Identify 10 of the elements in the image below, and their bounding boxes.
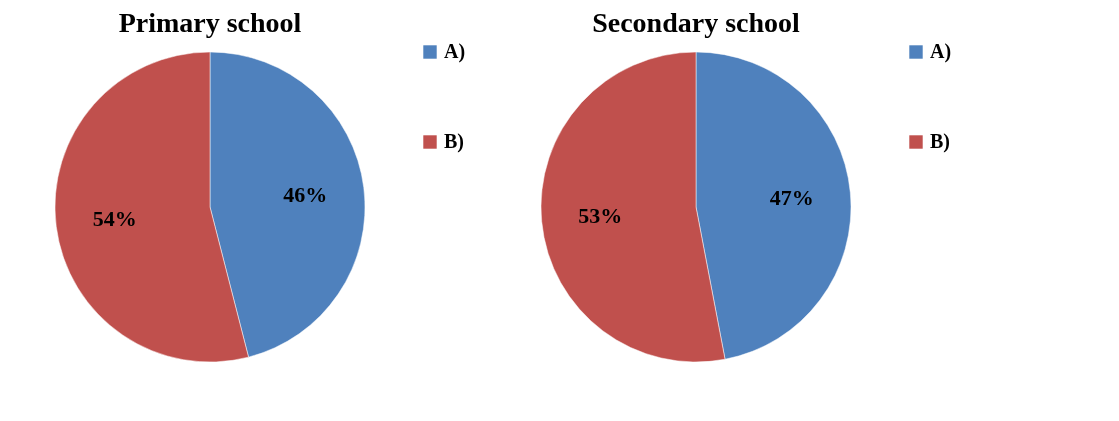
chart-title: Primary school: [118, 7, 302, 38]
data-label: 46%: [283, 181, 328, 207]
legend-label: A): [444, 40, 466, 63]
chart-title: Secondary school: [592, 7, 801, 38]
legend-label: B): [930, 130, 950, 153]
data-label: 54%: [92, 206, 137, 232]
legend-label: B): [444, 130, 464, 153]
data-label: 53%: [578, 203, 623, 229]
legend-label: A): [930, 40, 952, 63]
data-label: 47%: [769, 184, 814, 210]
